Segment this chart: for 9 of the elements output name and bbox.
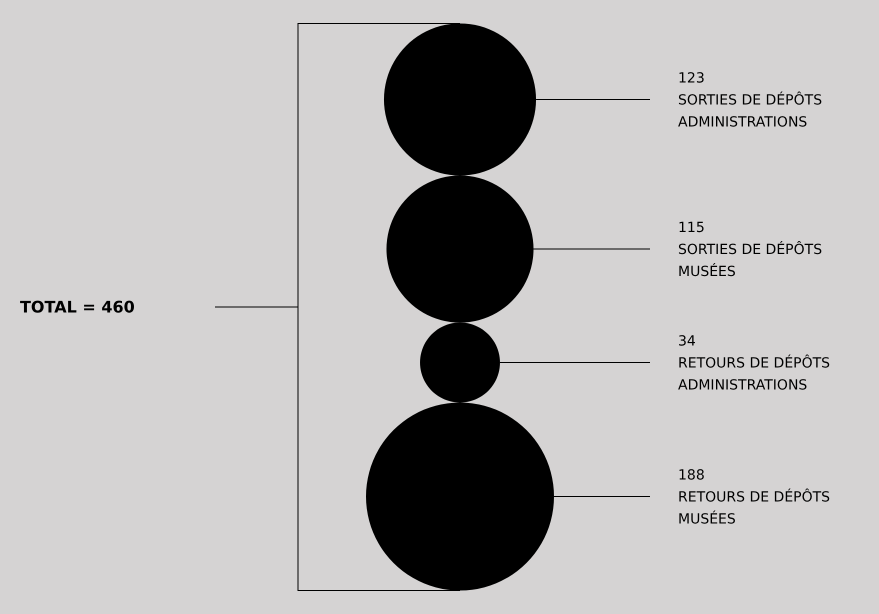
category-label: SORTIES DE DÉPÔTS ADMINISTRATIONS: [678, 92, 827, 131]
text: TOTAL = 460: [20, 298, 135, 316]
data-label: 123: [678, 70, 705, 87]
data-label: 34: [678, 334, 696, 350]
category-label: RETOURS DE DÉPÔTS ADMINISTRATIONS: [678, 354, 835, 394]
category-label: SORTIES DE DÉPÔTS MUSÉES: [678, 241, 827, 280]
data-label: 115: [678, 220, 705, 236]
data-label: 188: [678, 468, 705, 484]
category-label: RETOURS DE DÉPÔTS MUSÉES: [678, 488, 835, 528]
